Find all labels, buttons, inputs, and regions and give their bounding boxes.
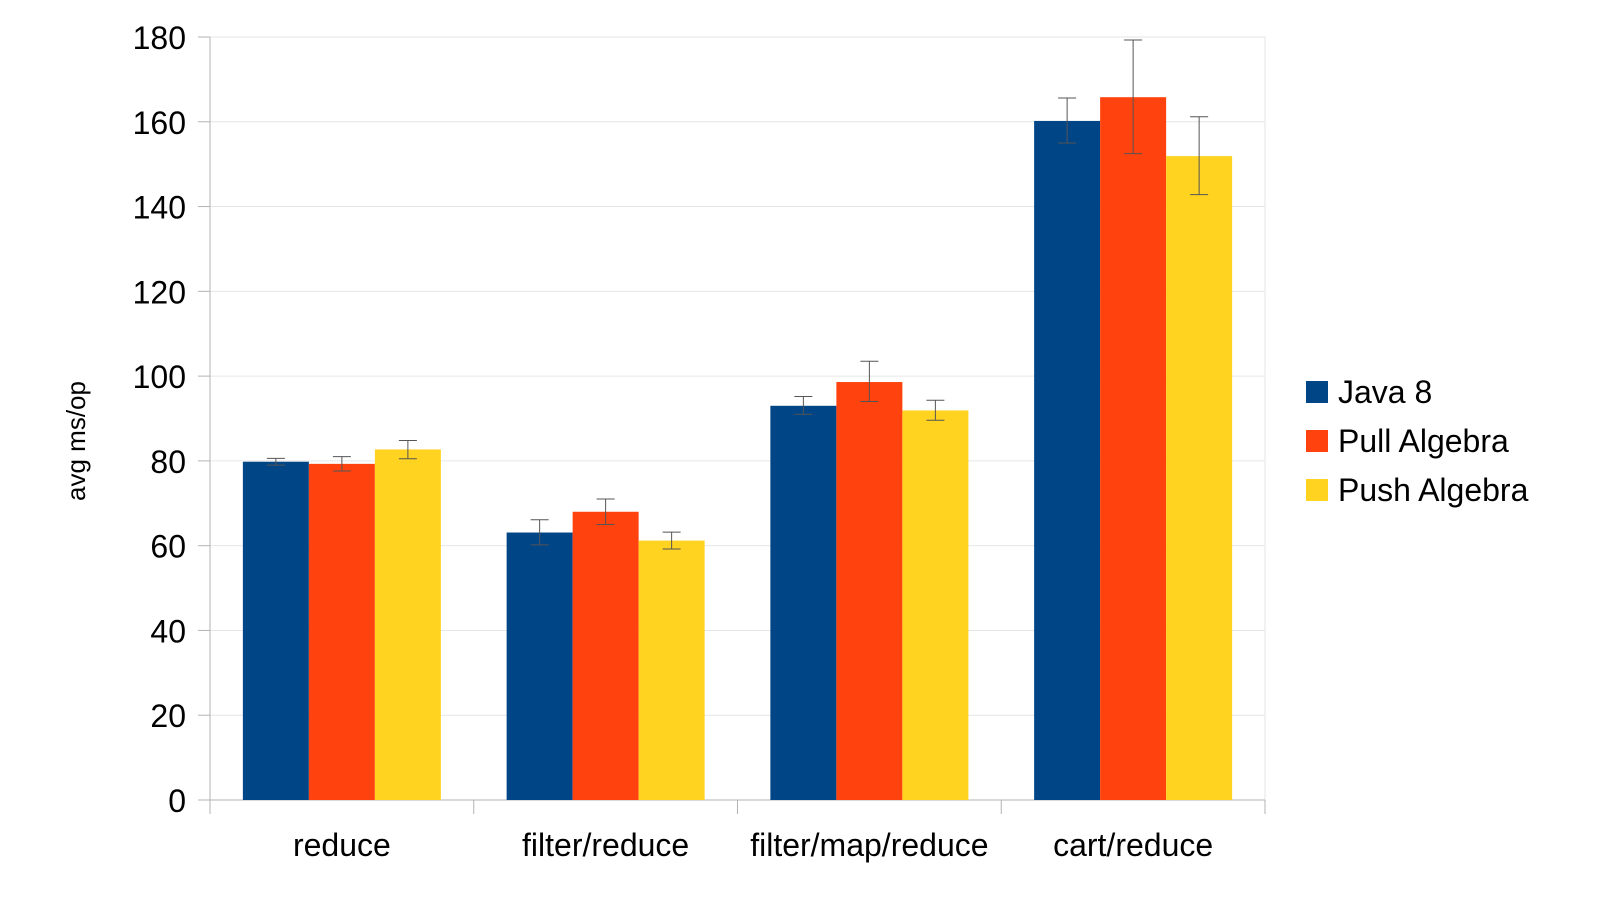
bar	[638, 540, 705, 800]
x-axis: reduce filter/reduce filter/map/reduce cart…	[209, 799, 1266, 863]
bar	[902, 410, 969, 800]
y-tick-label: 40	[150, 613, 186, 649]
bars	[242, 97, 1233, 801]
bar	[836, 382, 903, 800]
y-axis-label: avg ms/op	[61, 381, 91, 501]
bar	[374, 449, 441, 800]
bar	[770, 405, 837, 800]
legend-label: Push Algebra	[1338, 472, 1529, 508]
x-tick-label: filter/reduce	[522, 827, 689, 863]
error-bars	[266, 39, 1209, 550]
y-tick-label: 120	[133, 274, 186, 310]
bar	[308, 463, 375, 800]
bar	[506, 532, 573, 800]
x-tick-label: cart/reduce	[1053, 827, 1213, 863]
bar	[1166, 156, 1233, 800]
y-tick-label: 80	[150, 444, 186, 480]
legend-label: Pull Algebra	[1338, 423, 1509, 459]
bar	[242, 461, 309, 800]
x-tick-label: reduce	[293, 827, 391, 863]
y-tick-label: 140	[133, 190, 186, 226]
y-tick-label: 20	[150, 698, 186, 734]
y-tick-label: 180	[133, 20, 186, 56]
y-axis: 0 20 40 60 80 100 120 140 160 180	[133, 20, 211, 819]
y-tick-label: 100	[133, 359, 186, 395]
y-tick-label: 0	[168, 783, 186, 819]
x-tick-label: filter/map/reduce	[750, 827, 988, 863]
y-tick-label: 60	[150, 529, 186, 565]
legend-swatch	[1306, 430, 1328, 452]
legend-swatch	[1306, 479, 1328, 501]
legend-label: Java 8	[1338, 374, 1432, 410]
legend-swatch	[1306, 381, 1328, 403]
bar	[1034, 120, 1101, 801]
y-tick-label: 160	[133, 105, 186, 141]
legend: Java 8 Pull Algebra Push Algebra	[1306, 374, 1529, 508]
bar	[572, 511, 639, 800]
bar	[1100, 97, 1167, 801]
